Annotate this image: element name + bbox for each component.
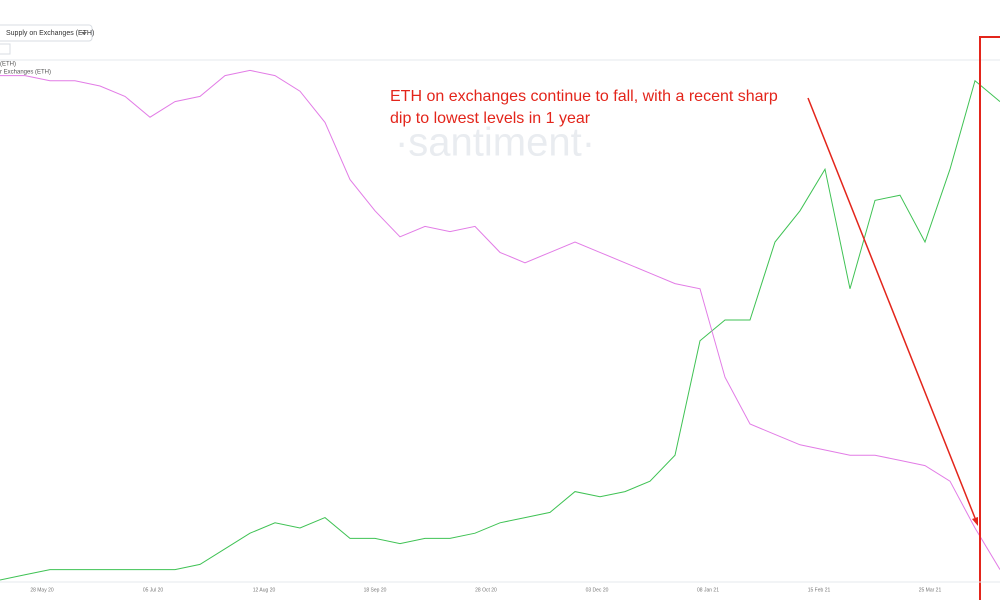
annotation-arrow bbox=[807, 97, 976, 519]
x-tick-label: 05 Jul 20 bbox=[143, 587, 164, 593]
series-line bbox=[0, 69, 1000, 570]
x-tick-label: 03 Dec 20 bbox=[586, 587, 609, 593]
annotation-line: ETH on exchanges continue to fall, with … bbox=[390, 88, 778, 105]
x-tick-label: 08 Jan 21 bbox=[697, 587, 719, 593]
dropdown-caret bbox=[81, 32, 87, 35]
x-tick-label: 28 May 20 bbox=[30, 587, 54, 593]
metric-selector[interactable]: Supply on Exchanges (ETH) bbox=[6, 30, 94, 37]
highlight-box bbox=[979, 36, 1000, 605]
annotation-line: dip to lowest levels in 1 year bbox=[390, 110, 591, 127]
x-tick-label: 12 Aug 20 bbox=[253, 587, 276, 593]
series-line bbox=[0, 79, 1000, 581]
x-tick-label: 15 Feb 21 bbox=[808, 587, 831, 593]
x-tick-label: 28 Oct 20 bbox=[475, 587, 497, 593]
watermark: ·santiment· bbox=[395, 121, 595, 165]
x-tick-label: 18 Sep 20 bbox=[364, 587, 387, 593]
x-tick-label: 25 Mar 21 bbox=[919, 587, 942, 593]
legend-entry: (ETH) bbox=[0, 62, 16, 68]
metric-dropdown[interactable] bbox=[0, 24, 93, 42]
arrow-head bbox=[972, 517, 978, 526]
search-box[interactable] bbox=[0, 43, 11, 55]
legend-entry: r Exchanges (ETH) bbox=[0, 70, 51, 76]
